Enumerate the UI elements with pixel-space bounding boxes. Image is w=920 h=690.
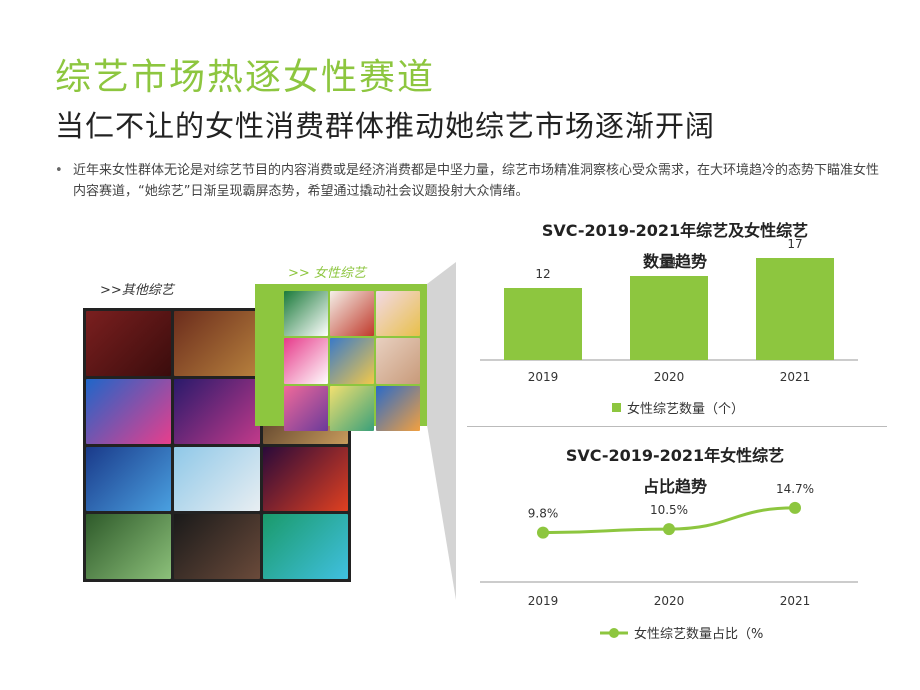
line-point (789, 501, 801, 514)
poster-image (376, 338, 420, 384)
x-tick-label: 2019 (528, 594, 559, 608)
bar-chart-title-line: SVC-2019-2021年综艺及女性综艺 (541, 221, 809, 240)
poster-image (330, 291, 374, 337)
bullet-dot-icon: • (55, 163, 63, 178)
line-point (537, 526, 549, 539)
poster-image (376, 385, 420, 431)
female-variety-poster-grid (284, 291, 420, 431)
poster-image (174, 446, 260, 512)
zoom-connector-shape (427, 262, 456, 600)
line-value-label: 14.7% (776, 482, 814, 496)
bar-chart-title-line: 数量趋势 (642, 252, 707, 271)
poster-image (284, 338, 328, 384)
poster-image (330, 385, 374, 431)
poster-image (284, 385, 328, 431)
line-value-label: 10.5% (650, 503, 688, 517)
bullet-text: 近年来女性群体无论是对综艺节目的内容消费或是经济消费都是中坚力量，综艺市场精准洞… (73, 163, 880, 199)
x-tick-label: 2019 (528, 370, 559, 384)
x-tick-label: 2021 (780, 594, 811, 608)
line-legend-label: 女性综艺数量占比（% (634, 627, 764, 642)
x-tick-label: 2020 (654, 594, 685, 608)
line-value-label: 9.8% (528, 507, 559, 521)
x-tick-label: 2021 (780, 370, 811, 384)
line-chart-legend: 女性综艺数量占比（% (600, 623, 763, 642)
line-chart-title-line: SVC-2019-2021年女性综艺 (565, 446, 785, 465)
bar-chart-legend: 女性综艺数量（个） (612, 398, 744, 417)
poster-image (86, 446, 172, 512)
other-variety-label: >>其他综艺 (100, 283, 174, 298)
poster-image (86, 378, 172, 444)
legend-line-marker-icon (600, 627, 628, 638)
legend-square-icon (612, 403, 621, 412)
bar-chart-title: SVC-2019-2021年综艺及女性综艺 数量趋势 (465, 215, 885, 277)
poster-image (284, 291, 328, 337)
poster-image (262, 446, 348, 512)
poster-image (262, 514, 348, 579)
bar-value-label: 17 (787, 237, 802, 251)
line-chart-title-line: 占比趋势 (642, 477, 707, 496)
x-tick-label: 2020 (654, 370, 685, 384)
poster-image (376, 291, 420, 337)
line-point (663, 523, 675, 536)
bar-value-label: 14 (661, 255, 676, 269)
bar (756, 258, 834, 360)
poster-image (174, 378, 260, 444)
bar (504, 288, 582, 360)
poster-image (174, 514, 260, 579)
bar (630, 276, 708, 360)
line-chart-title: SVC-2019-2021年女性综艺 占比趋势 (465, 440, 885, 502)
poster-image (174, 311, 260, 376)
poster-image (86, 514, 172, 579)
slide-title: 综艺市场热逐女性赛道 (55, 57, 436, 98)
poster-image (86, 311, 172, 376)
bar-legend-label: 女性综艺数量（个） (627, 402, 745, 417)
slide-subtitle: 当仁不让的女性消费群体推动她综艺市场逐渐开阔 (55, 109, 716, 143)
chart-divider (467, 426, 887, 427)
bullet-paragraph: • 近年来女性群体无论是对综艺节目的内容消费或是经济消费都是中坚力量，综艺市场精… (55, 160, 885, 202)
female-variety-label: >> 女性综艺 (288, 266, 366, 281)
bar-value-label: 12 (535, 267, 550, 281)
poster-image (330, 338, 374, 384)
